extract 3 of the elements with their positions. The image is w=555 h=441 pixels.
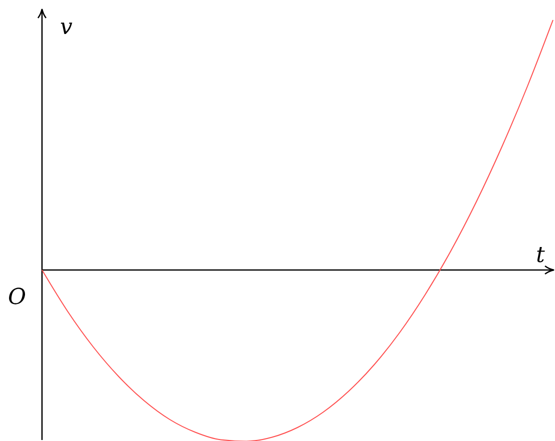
text: O (8, 285, 26, 310)
y-axis-title: v (60, 15, 73, 40)
x-axis-title: t (536, 243, 545, 268)
